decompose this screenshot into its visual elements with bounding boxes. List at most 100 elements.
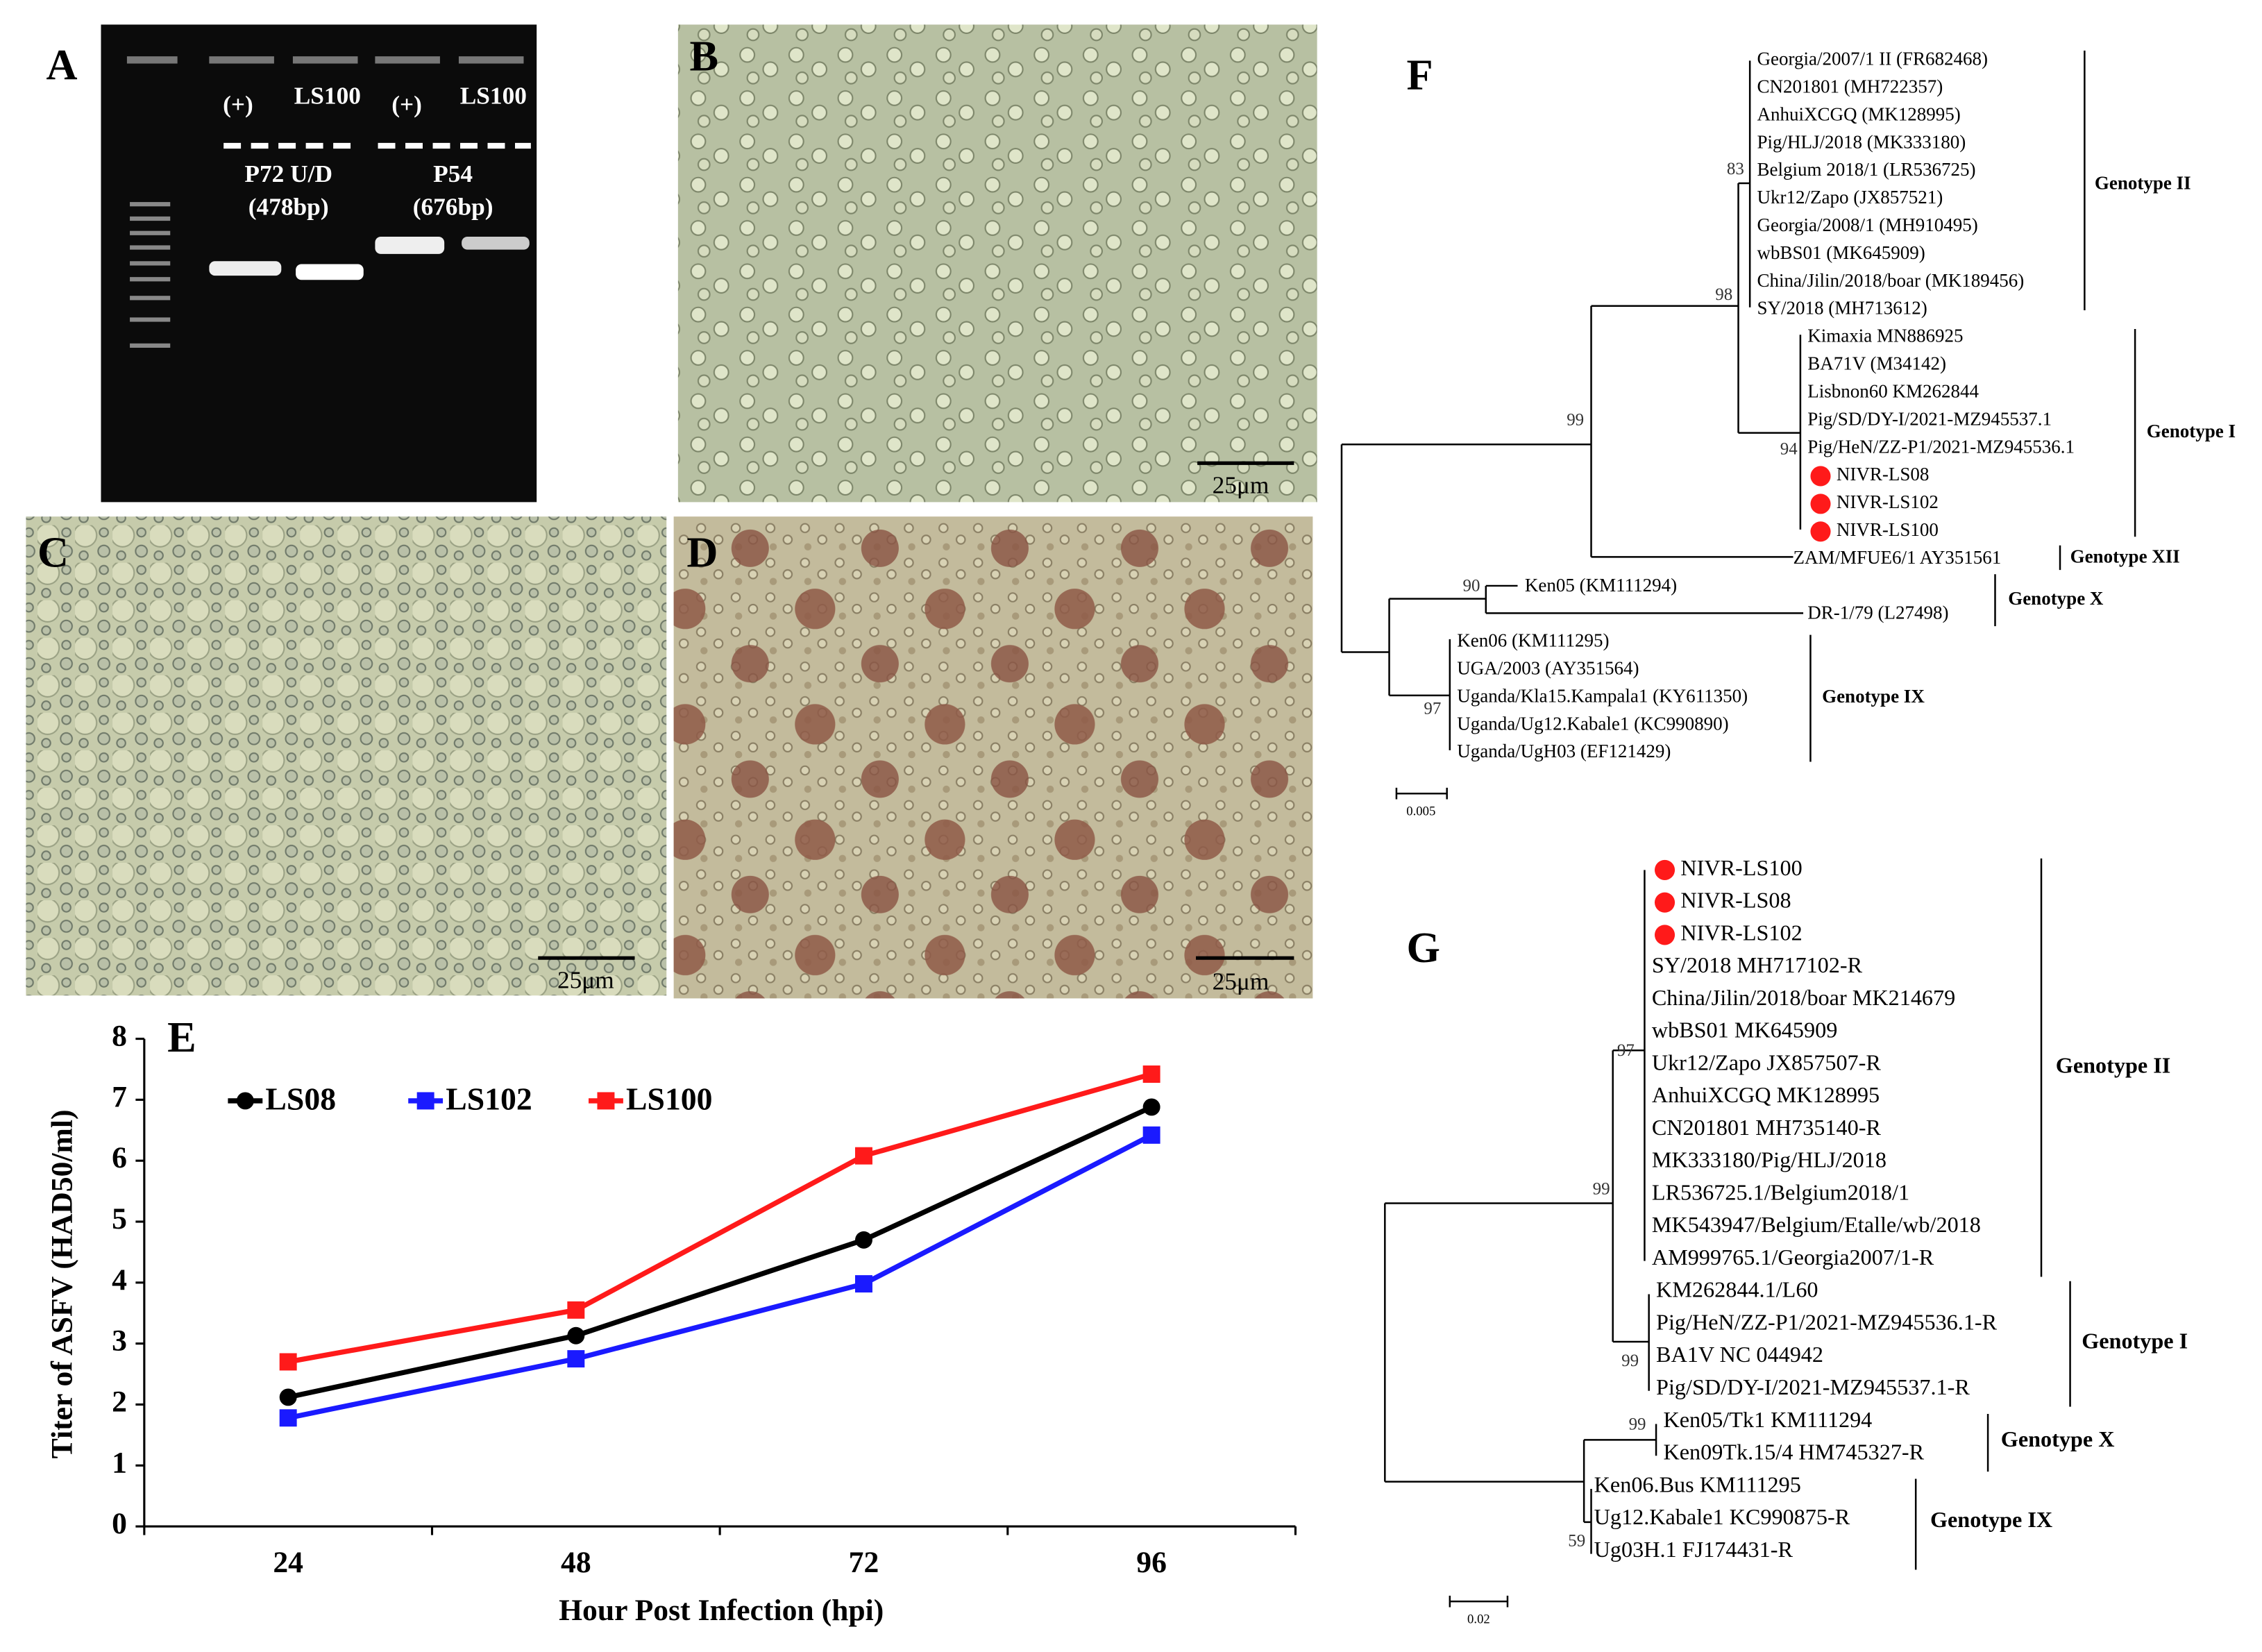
leaf-label: Pig/SD/DY-I/2021-MZ945537.1-R (1656, 1374, 1970, 1399)
bootstrap-value: 99 (1621, 1351, 1639, 1370)
leaf-label: Belgium 2018/1 (LR536725) (1757, 159, 1976, 180)
tree-branches (1384, 858, 2071, 1608)
panel-label: C (37, 529, 69, 577)
leaf-label: NIVR-LS08 (1837, 464, 1929, 484)
leaf-label: Kimaxia MN886925 (1807, 326, 1963, 346)
leaf-label: ZAM/MFUE6/1 AY351561 (1793, 547, 2002, 568)
legend-marker (236, 1092, 254, 1110)
leaf-label: BA71V (M34142) (1807, 353, 1946, 374)
leaf-label: Georgia/2008/1 (MH910495) (1757, 214, 1978, 235)
leaf-label: NIVR-LS102 (1837, 491, 1939, 512)
marker (854, 1231, 872, 1249)
scale-bar-label: 25μm (1213, 472, 1269, 499)
bootstrap-value: 99 (1567, 411, 1584, 430)
genotype-label: Genotype IX (1930, 1507, 2052, 1532)
leaf-label: AM999765.1/Georgia2007/1-R (1652, 1245, 1934, 1270)
panel-label: B (689, 33, 718, 81)
leaf-label: Ken05/Tk1 KM111294 (1663, 1407, 1872, 1432)
data-line (287, 1104, 1153, 1400)
leaf-label: wbBS01 (MK645909) (1757, 242, 1925, 263)
leaf-label: Ken05 (KM111294) (1525, 575, 1677, 596)
leaf-label: MK543947/Belgium/Etalle/wb/2018 (1652, 1212, 1981, 1237)
leaf-label: Pig/SD/DY-I/2021-MZ945537.1 (1807, 408, 2052, 429)
leaf-label: BA1V NC 044942 (1656, 1342, 1823, 1367)
bootstrap-value: 94 (1780, 439, 1798, 458)
marker (567, 1301, 585, 1319)
marker (1142, 1126, 1160, 1144)
leaf-label: China/Jilin/2018/boar MK214679 (1652, 985, 1955, 1010)
marker (854, 1275, 872, 1293)
leaf-label: Uganda/UgH03 (EF121429) (1457, 741, 1671, 761)
target-size: (676bp) (413, 194, 493, 221)
genotype-label: Genotype I (2082, 1329, 2188, 1354)
legend-marker (416, 1092, 434, 1110)
marker (1142, 1098, 1160, 1116)
legend-marker (597, 1092, 615, 1110)
leaf-label: CN201801 (MH722357) (1757, 76, 1943, 96)
tree-branches (1340, 50, 2136, 800)
panel-label: E (167, 1013, 196, 1061)
leaf-label: LR536725.1/Belgium2018/1 (1652, 1179, 1909, 1204)
highlight-dot (1810, 466, 1831, 487)
x-axis-label: Hour Post Infection (hpi) (559, 1594, 884, 1627)
leaf-label: DR-1/79 (L27498) (1807, 602, 1948, 623)
bootstrap-value: 97 (1424, 699, 1441, 718)
leaf-label: Pig/HeN/ZZ-P1/2021-MZ945536.1 (1807, 436, 2075, 457)
leaf-label: AnhuiXCGQ (MK128995) (1757, 103, 1961, 124)
marker (1142, 1065, 1160, 1083)
y-tick-label: 3 (112, 1324, 127, 1358)
leaf-label: CN201801 MH735140-R (1652, 1115, 1882, 1140)
bootstrap-value: 97 (1617, 1041, 1635, 1060)
genotype-label: Genotype X (2008, 588, 2104, 609)
x-tick-label: 72 (849, 1546, 879, 1579)
leaf-label: Uganda/Ug12.Kabale1 (KC990890) (1457, 713, 1728, 734)
leaf-label: Uganda/Kla15.Kampala1 (KY611350) (1457, 685, 1748, 706)
leaf-label: NIVR-LS102 (1680, 920, 1802, 945)
legend-label: LS100 (626, 1081, 713, 1117)
marker (854, 1147, 872, 1165)
leaf-label: AnhuiXCGQ MK128995 (1652, 1082, 1880, 1107)
leaf-label: NIVR-LS100 (1837, 519, 1939, 540)
genotype-label: Genotype I (2147, 421, 2236, 441)
target-size: (478bp) (248, 194, 329, 221)
marker (279, 1353, 297, 1371)
leaf-label: Ug12.Kabale1 KC990875-R (1594, 1504, 1850, 1529)
micrograph (677, 24, 1317, 503)
data-line (287, 1133, 1153, 1421)
target-name: P72 U/D (244, 160, 332, 187)
micrograph-cells (673, 516, 1313, 999)
highlight-dot (1810, 494, 1831, 514)
leaf-label: Pig/HLJ/2018 (MK333180) (1757, 131, 1966, 152)
leaf-label: Ken09Tk.15/4 HM745327-R (1663, 1440, 1924, 1465)
y-tick-label: 0 (112, 1507, 127, 1540)
genotype-label: Genotype IX (1822, 686, 1925, 707)
scale-bar-label: 25μm (557, 967, 614, 994)
leaf-label: Ug03H.1 FJ174431-R (1594, 1537, 1793, 1562)
x-tick-label: 48 (561, 1546, 591, 1579)
lane-label: LS100 (294, 83, 361, 110)
y-tick-label: 7 (112, 1080, 127, 1113)
leaf-label: wbBS01 MK645909 (1652, 1018, 1837, 1043)
gel-image (101, 24, 537, 503)
tree-scale-label: 0.005 (1406, 804, 1435, 819)
lane-label: (+) (391, 91, 422, 118)
data-line (287, 1072, 1153, 1365)
panel-label: A (47, 41, 78, 89)
highlight-dot (1654, 859, 1676, 880)
leaf-label: UGA/2003 (AY351564) (1457, 658, 1639, 679)
leaf-label: Pig/HeN/ZZ-P1/2021-MZ945536.1-R (1656, 1309, 1998, 1334)
genotype-label: Genotype II (2095, 172, 2191, 193)
leaf-label: China/Jilin/2018/boar (MK189456) (1757, 270, 2025, 291)
marker (567, 1326, 585, 1345)
x-tick-label: 24 (273, 1546, 303, 1579)
leaf-label: SY/2018 MH717102-R (1652, 952, 1863, 977)
bootstrap-value: 83 (1727, 160, 1744, 178)
y-axis-label: Titer of ASFV (HAD50/ml) (46, 1109, 79, 1458)
genotype-label: Genotype XII (2070, 546, 2180, 567)
leaf-label: KM262844.1/L60 (1656, 1277, 1818, 1302)
tree-scale-label: 0.02 (1467, 1612, 1490, 1626)
marker (279, 1388, 297, 1406)
y-tick-label: 1 (112, 1446, 127, 1479)
genotype-label: Genotype II (2056, 1053, 2171, 1078)
